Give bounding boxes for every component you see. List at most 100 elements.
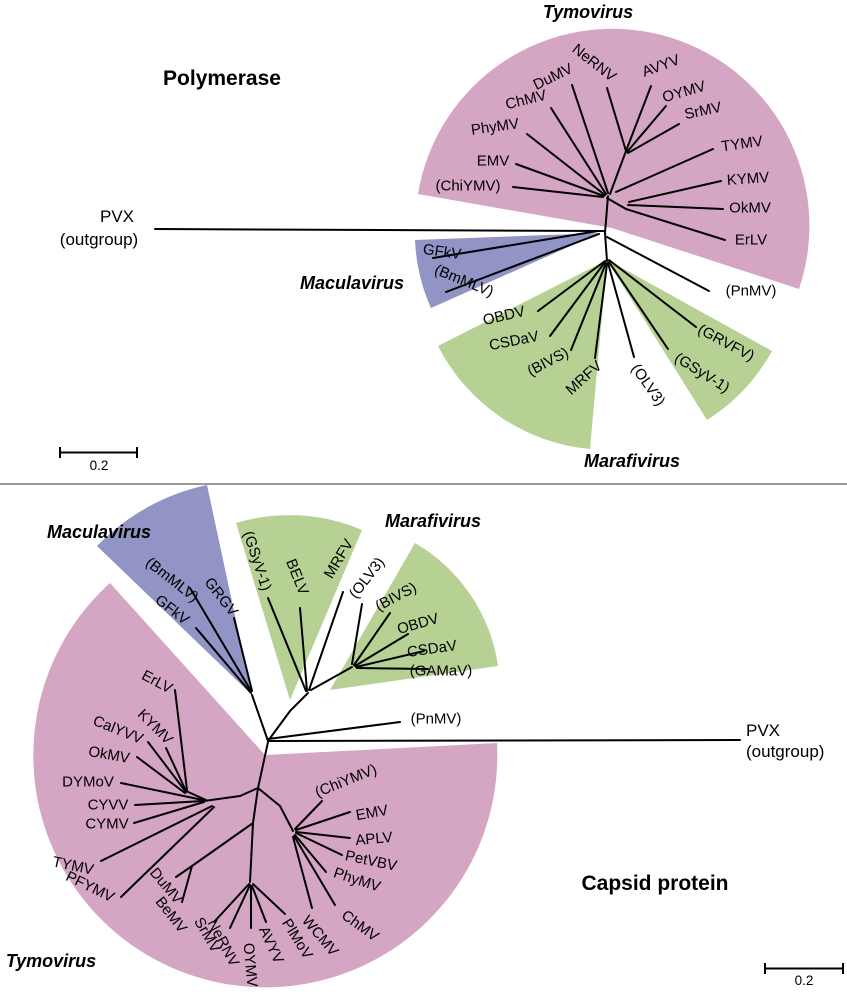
- branch-bivs: [353, 612, 391, 666]
- taxon-label-gfkv: GFkV: [422, 241, 462, 263]
- clade-label-maculavirus: Maculavirus: [47, 522, 151, 542]
- branch-mrfv: [594, 263, 608, 359]
- taxon-label-dymov: DYMoV: [62, 774, 114, 791]
- scale-bar-value: 0.2: [90, 458, 109, 473]
- branch-mrfv: [308, 591, 344, 691]
- branch-oymv: [626, 105, 667, 153]
- outgroup-name: PVX: [746, 721, 780, 740]
- branch-tymv: [100, 805, 213, 862]
- branch-grgv: [233, 617, 253, 692]
- taxon-label-okmv: OkMV: [87, 743, 131, 767]
- branch-okmv: [136, 756, 186, 794]
- branch-avyv: [251, 885, 267, 923]
- branch-internal-1: [251, 694, 269, 742]
- branch-pnmv: [267, 721, 401, 740]
- branch-petvbv: [295, 832, 343, 856]
- taxon-label-chiymv: (ChiYMV): [435, 178, 500, 195]
- branch-gamav: [356, 667, 429, 670]
- outgroup-name: PVX: [100, 207, 134, 226]
- branch-phymv: [526, 133, 606, 196]
- branch-chmv: [293, 835, 336, 906]
- branch-cyvv: [134, 800, 204, 806]
- branch-dumv: [175, 865, 193, 878]
- branch-csdav: [549, 261, 606, 337]
- branch-nernv: [229, 884, 251, 929]
- tymovirus-wedge: [418, 28, 810, 289]
- branch-dumv: [571, 84, 609, 194]
- outgroup-suffix: (outgroup): [60, 230, 138, 249]
- branch-erlv: [625, 208, 726, 241]
- clade-label-tymovirus: Tymovirus: [543, 2, 633, 22]
- clade-label-maculavirus: Maculavirus: [300, 273, 404, 293]
- branch-avyv: [625, 85, 652, 152]
- branch-cymv: [133, 801, 205, 824]
- branch-olv3: [351, 603, 363, 665]
- branch-calyvv: [147, 741, 187, 793]
- branch-chiymv: [294, 800, 323, 830]
- branch-kymv: [165, 747, 187, 792]
- branch-dymov: [120, 782, 204, 801]
- taxon-label-tymv: TYMV: [720, 133, 764, 156]
- taxon-label-kymv: KYMV: [726, 169, 770, 189]
- branch-bmmlv: [445, 233, 600, 293]
- branch-chmv: [550, 107, 607, 195]
- branch-internal-3: [604, 195, 609, 234]
- branch-nernv: [606, 87, 627, 152]
- branch-gsyv1: [608, 261, 669, 350]
- branch-plmov: [252, 883, 286, 915]
- tree-title-polymerase: Polymerase: [163, 67, 281, 90]
- branch-phymv: [294, 834, 327, 873]
- taxon-label-gamav: (GAMaV): [410, 663, 473, 680]
- capsid-protein-tree: ErLVKYMVCalYVVOkMVDYMoVCYVVCYMVTYMVPFYMV…: [6, 485, 844, 988]
- branch-okmv: [627, 204, 724, 210]
- branch-belv: [299, 607, 308, 692]
- branch-pvx: [154, 228, 606, 232]
- branch-tymv: [615, 148, 714, 193]
- branch-internal-3: [310, 666, 353, 691]
- branch-pnmv: [606, 236, 710, 292]
- marafivirus-wedge-2: [606, 259, 772, 420]
- tree-title-capsid: Capsid protein: [581, 872, 728, 895]
- branch-chiymv: [512, 186, 604, 198]
- taxon-label-pnmv: (PnMV): [726, 283, 777, 300]
- branch-srmv: [213, 883, 250, 923]
- branches: [100, 587, 741, 929]
- branch-aplv: [295, 831, 351, 839]
- branches: [154, 84, 726, 359]
- branch-internal-2: [606, 197, 627, 210]
- taxon-label-oymv: OYMV: [240, 942, 261, 988]
- branch-internal-4: [257, 741, 269, 789]
- taxon-label-csdav: CSDaV: [406, 637, 458, 661]
- clade-label-marafivirus: Marafivirus: [584, 451, 680, 471]
- branch-bivs: [570, 262, 607, 351]
- taxon-label-emv: EMV: [355, 802, 390, 824]
- scale-bar: [59, 447, 138, 458]
- clade-wedges: [33, 485, 498, 988]
- branch-pvx: [267, 739, 741, 742]
- taxon-label-emv: EMV: [477, 153, 510, 170]
- taxon-label-okmv: OkMV: [729, 200, 771, 217]
- taxon-label-aplv: APLV: [355, 829, 394, 849]
- taxon-label-phymv: PhyMV: [470, 115, 520, 139]
- branch-gsyv1: [267, 597, 307, 692]
- branch-obdv: [537, 260, 606, 312]
- branch-grvfv: [608, 259, 697, 328]
- taxon-label-olv3: (OLV3): [627, 361, 668, 409]
- branch-internal-5: [239, 787, 259, 797]
- taxon-label-pnmv: (PnMV): [411, 711, 462, 728]
- branch-gfkv: [195, 627, 252, 694]
- taxon-label-erlv: ErLV: [735, 232, 767, 249]
- branch-internal-9: [191, 822, 254, 867]
- branch-internal-6: [185, 790, 207, 801]
- branch-internal-2: [267, 692, 309, 742]
- branch-pfymv: [120, 806, 215, 898]
- tymovirus-wedge: [33, 583, 498, 988]
- branch-bmmlv: [189, 587, 252, 692]
- branch-internal-1: [609, 150, 627, 195]
- branch-emv: [515, 163, 605, 197]
- marafivirus-wedge-1: [438, 260, 607, 449]
- branch-gfkv: [432, 230, 599, 259]
